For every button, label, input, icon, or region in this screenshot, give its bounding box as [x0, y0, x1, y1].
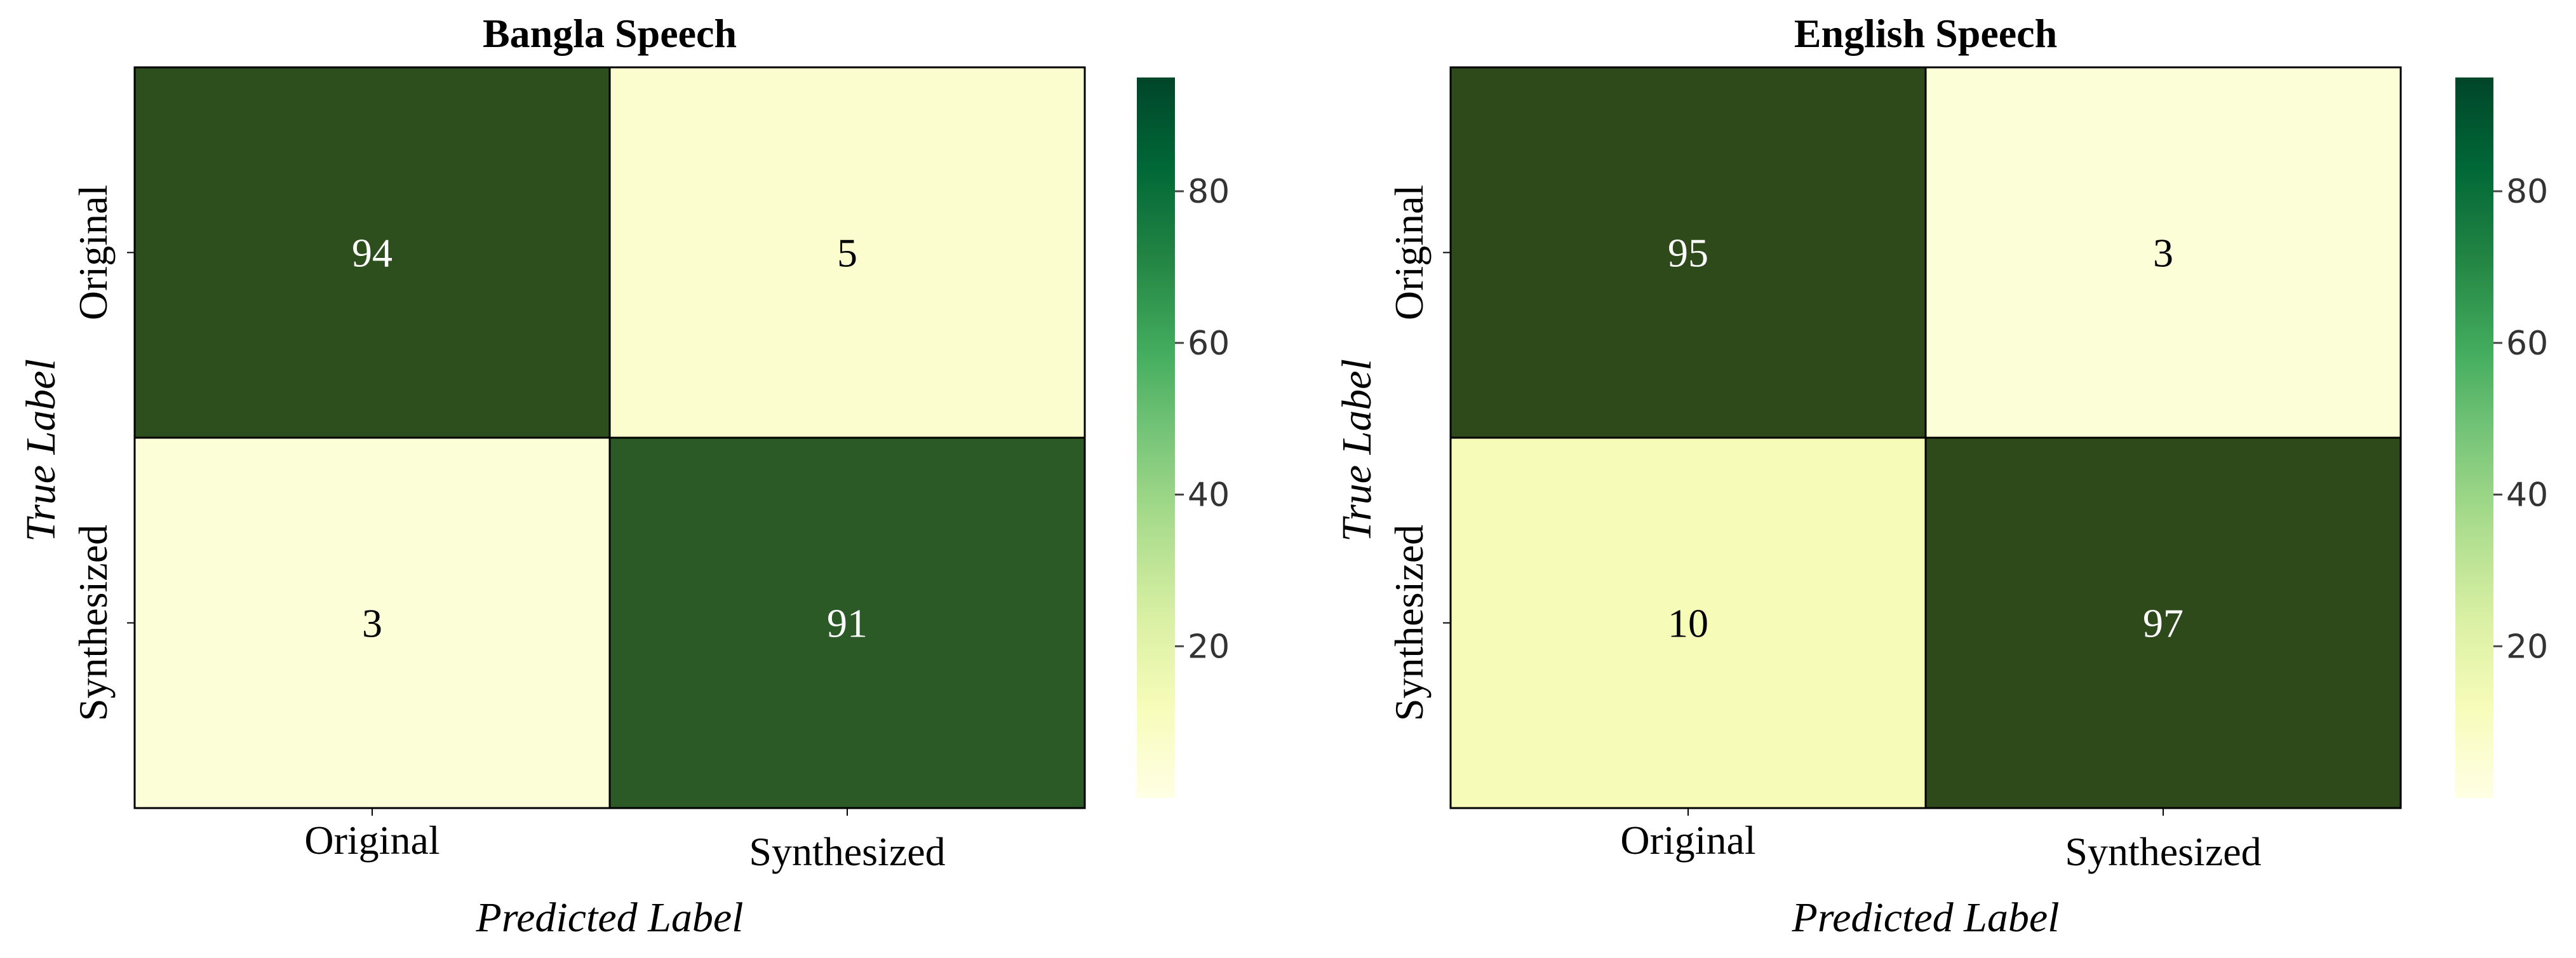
- colorbar-tick-label: 80: [2506, 173, 2548, 211]
- heatmap-panel: Bangla Speech 94 5 3 91 Original Synthesized Or…: [18, 11, 1230, 941]
- colorbar-tick-label: 60: [2506, 325, 2548, 363]
- x-tick-label: Synthesized: [749, 829, 945, 874]
- heatmap-cell: [610, 438, 1085, 808]
- y-axis-label: True Label: [18, 359, 64, 542]
- x-tick-label: Synthesized: [2065, 829, 2261, 874]
- heatmap-cell: [1926, 67, 2401, 438]
- y-tick-label: Synthesized: [1386, 525, 1432, 721]
- colorbar: 20 40 60 80: [2455, 78, 2548, 798]
- heatmap-panel: English Speech 95 3 10 97 Original Synthesized…: [1334, 11, 2548, 941]
- colorbar-tick-label: 60: [1188, 325, 1230, 363]
- cell-value-label: 10: [1668, 601, 1708, 646]
- y-axis-label: True Label: [1334, 359, 1380, 542]
- chart-title: English Speech: [1794, 11, 2057, 56]
- colorbar: 20 40 60 80: [1137, 78, 1230, 798]
- cell-value-label: 95: [1668, 231, 1708, 276]
- heatmap-cell: [135, 67, 610, 438]
- cell-value-label: 97: [2143, 601, 2184, 646]
- cell-value-label: 5: [837, 231, 857, 276]
- heatmap-cell: [1451, 438, 1926, 808]
- cell-value-label: 3: [2153, 231, 2173, 276]
- y-tick-label: Original: [1386, 185, 1432, 320]
- cell-value-label: 91: [827, 601, 868, 646]
- heatmap-cell: [135, 438, 610, 808]
- colorbar-gradient: [1137, 78, 1175, 798]
- x-tick-label: Original: [1620, 818, 1755, 863]
- heatmap-cell: [610, 67, 1085, 438]
- colorbar-tick-label: 40: [2506, 476, 2548, 515]
- cell-value-label: 3: [362, 601, 382, 646]
- x-tick-label: Original: [304, 818, 439, 863]
- colorbar-gradient: [2455, 78, 2493, 798]
- heatmap-cell: [1451, 67, 1926, 438]
- y-tick-label: Original: [70, 185, 116, 320]
- cell-value-label: 94: [352, 231, 392, 276]
- chart-title: Bangla Speech: [483, 11, 737, 56]
- plot-frame: [133, 66, 1086, 809]
- plot-frame: [1449, 66, 2402, 809]
- x-axis-label: Predicted Label: [1792, 894, 2060, 941]
- heatmap-cell: [1926, 438, 2401, 808]
- colorbar-tick-label: 80: [1188, 173, 1230, 211]
- colorbar-tick-label: 40: [1188, 476, 1230, 515]
- colorbar-tick-label: 20: [2506, 628, 2548, 666]
- y-tick-label: Synthesized: [70, 525, 116, 721]
- x-axis-label: Predicted Label: [476, 894, 744, 941]
- colorbar-tick-label: 20: [1188, 628, 1230, 666]
